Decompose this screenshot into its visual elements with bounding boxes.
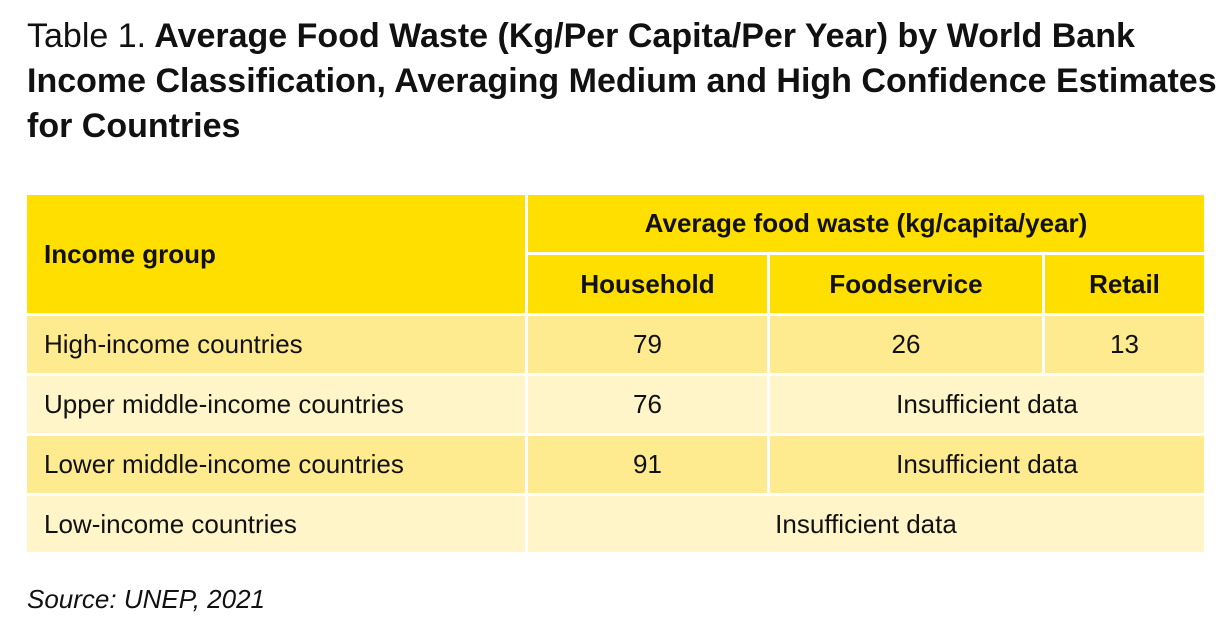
header-cell: Household	[528, 255, 767, 313]
source-note: Source: UNEP, 2021	[27, 584, 265, 614]
cell: 26	[770, 316, 1042, 373]
row-label: Low-income countries	[27, 496, 525, 552]
row-label: High-income countries	[27, 316, 525, 373]
cell: 76	[528, 376, 767, 433]
cell: 91	[528, 436, 767, 493]
header-cell: Retail	[1045, 255, 1204, 313]
header-cell: Average food waste (kg/capita/year)	[528, 195, 1204, 252]
cell: Insufficient data	[528, 496, 1204, 552]
table-title: Table 1. Average Food Waste (Kg/Per Capi…	[27, 14, 1217, 149]
cell: 79	[528, 316, 767, 373]
table-label: Table 1.	[27, 17, 147, 55]
cell: 13	[1045, 316, 1204, 373]
title-text: Average Food Waste (Kg/Per Capita/Per Ye…	[27, 17, 1217, 145]
row-label: Lower middle-income countries	[27, 436, 525, 493]
cell: Insufficient data	[770, 436, 1204, 493]
header-cell: Income group	[27, 195, 525, 313]
header-cell: Foodservice	[770, 255, 1042, 313]
cell: Insufficient data	[770, 376, 1204, 433]
row-label: Upper middle-income countries	[27, 376, 525, 433]
